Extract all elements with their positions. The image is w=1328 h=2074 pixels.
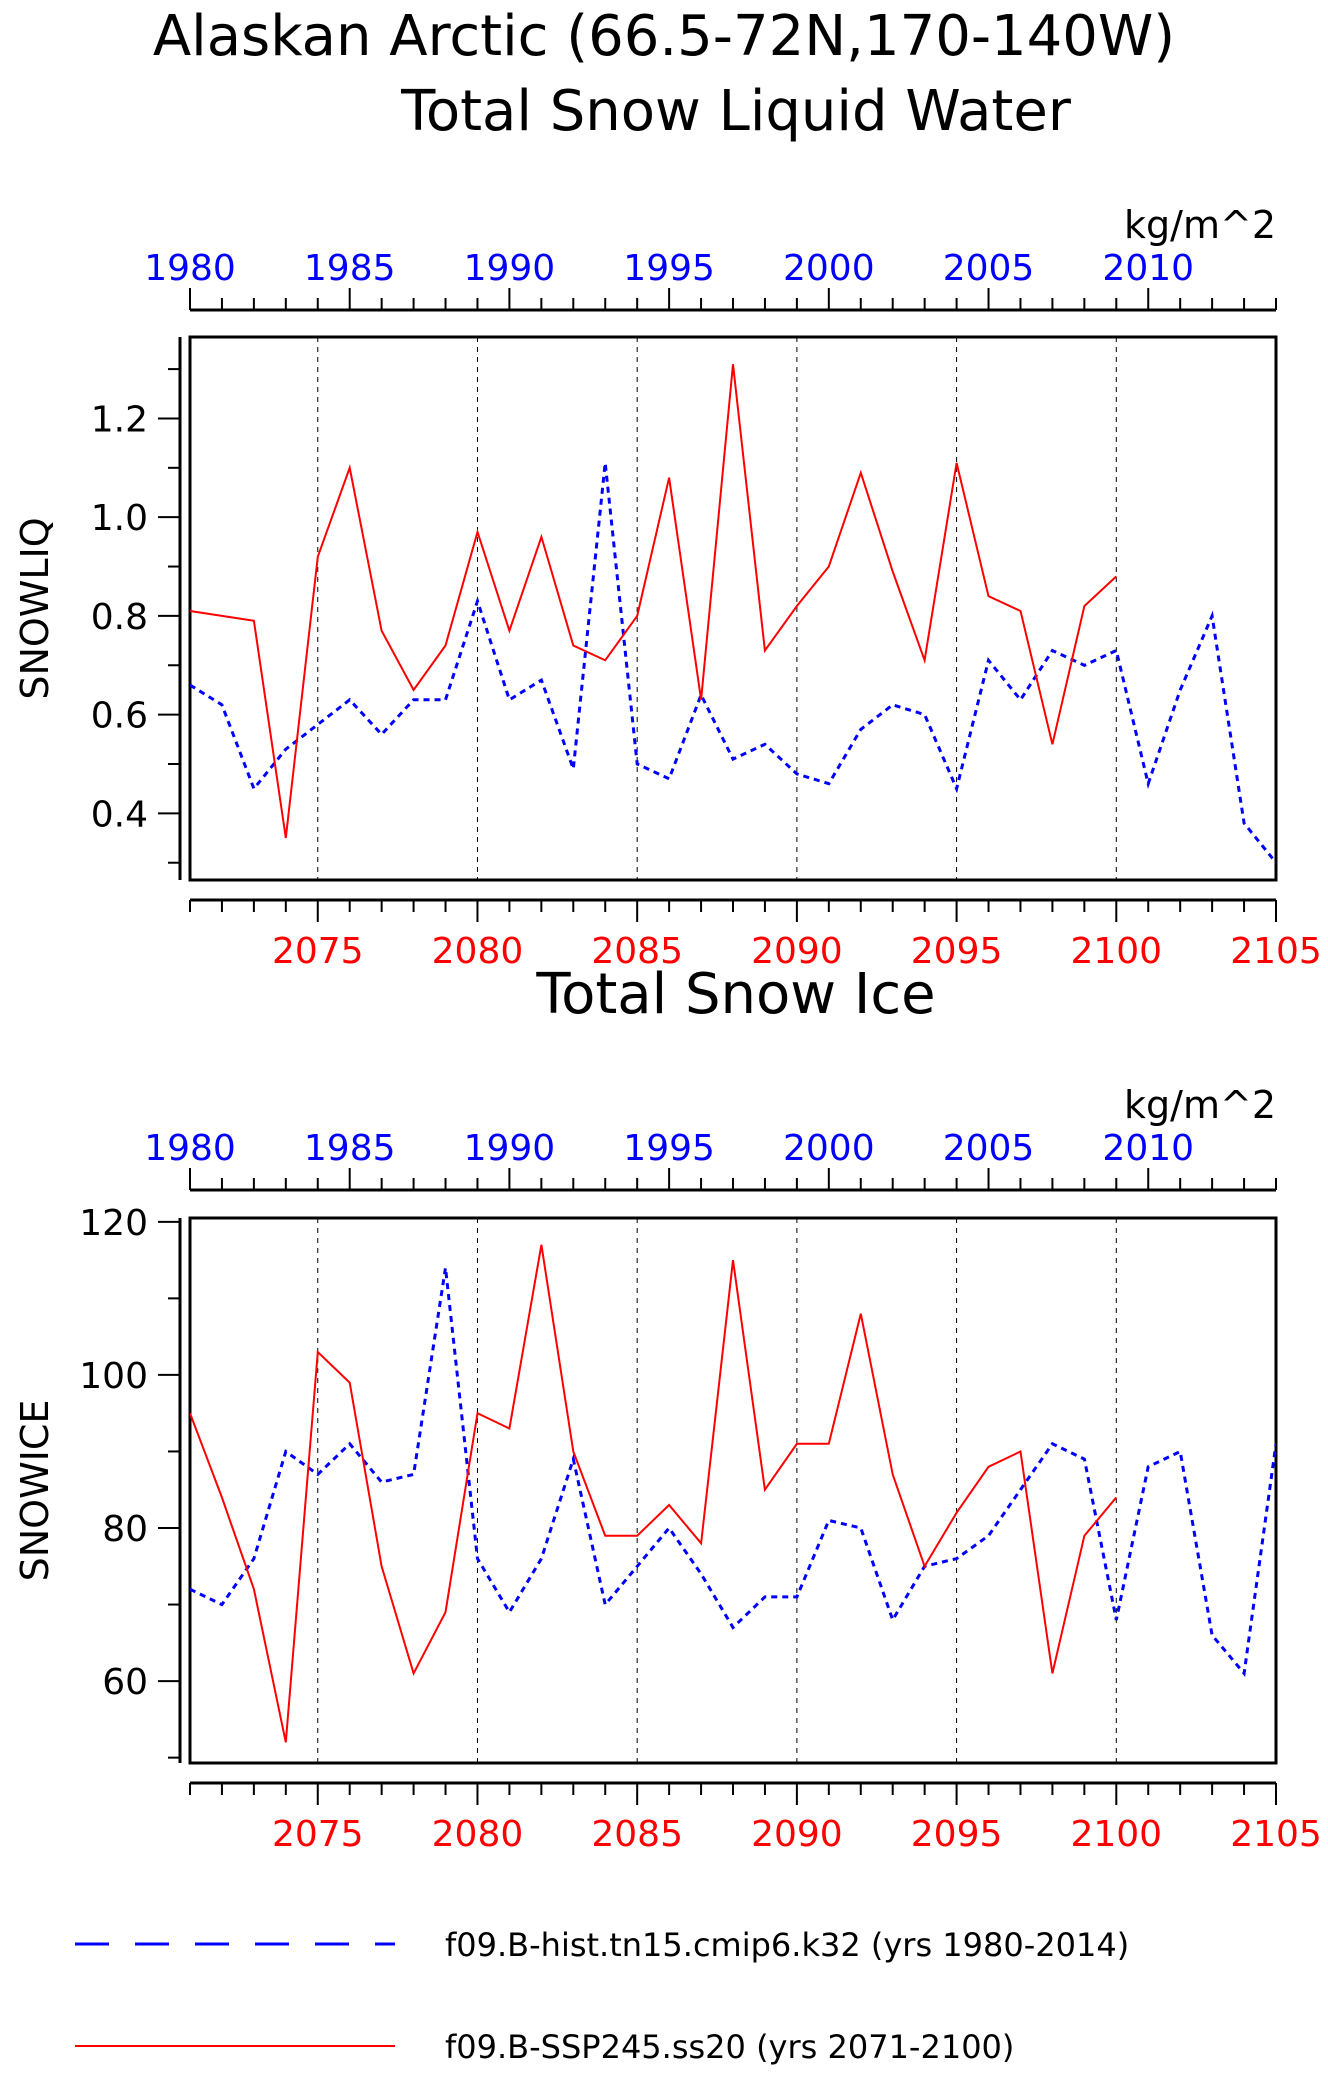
top-axis-tick-label: 2005 bbox=[943, 1128, 1035, 1169]
left-axis-tick-label: 120 bbox=[79, 1203, 148, 1244]
bottom-axis-tick-label: 2080 bbox=[432, 1814, 524, 1855]
top-axis-tick-label: 2000 bbox=[783, 1128, 875, 1169]
left-axis-tick-label: 0.8 bbox=[91, 597, 148, 638]
top-axis-tick-label: 1985 bbox=[304, 248, 396, 289]
bottom-axis-tick-label: 2085 bbox=[591, 931, 683, 972]
left-axis-tick-label: 1.2 bbox=[91, 399, 148, 440]
units-label: kg/m^2 bbox=[1124, 203, 1276, 247]
legend-ssp-label: f09.B-SSP245.ss20 (yrs 2071-2100) bbox=[445, 2028, 1014, 2066]
chart-title: Total Snow Ice bbox=[535, 962, 935, 1027]
series-line-ssp bbox=[190, 364, 1117, 839]
plot-frame bbox=[188, 335, 1278, 882]
left-axis-tick-label: 80 bbox=[102, 1509, 148, 1550]
legend-hist-label: f09.B-hist.tn15.cmip6.k32 (yrs 1980-2014… bbox=[445, 1926, 1129, 1964]
top-axis-tick-label: 2010 bbox=[1102, 1128, 1194, 1169]
snow-ice-chart: Total Snow Ice kg/m^2 1980 1985 1990 1995 2000… bbox=[13, 962, 1322, 1855]
figure-title: Alaskan Arctic (66.5-72N,170-140W) bbox=[153, 4, 1175, 69]
bottom-axis-tick-label: 2105 bbox=[1230, 931, 1322, 972]
top-axis-tick-label: 1985 bbox=[304, 1128, 396, 1169]
bottom-axis-tick-label: 2075 bbox=[272, 1814, 364, 1855]
top-axis-tick-label: 1995 bbox=[623, 1128, 715, 1169]
left-axis-tick-label: 0.4 bbox=[91, 794, 148, 835]
series-line-hist bbox=[190, 462, 1276, 864]
legend: f09.B-hist.tn15.cmip6.k32 (yrs 1980-2014… bbox=[75, 1926, 1129, 2066]
units-label: kg/m^2 bbox=[1124, 1083, 1276, 1127]
bottom-axis-tick-label: 2095 bbox=[911, 931, 1003, 972]
left-axis-tick-label: 0.6 bbox=[91, 696, 148, 737]
y-axis-title: SNOWLIQ bbox=[13, 517, 57, 699]
left-axis-tick-label: 1.0 bbox=[91, 498, 148, 539]
bottom-axis-tick-label: 2080 bbox=[432, 931, 524, 972]
bottom-axis-tick-label: 2100 bbox=[1070, 931, 1162, 972]
plot-frame bbox=[188, 1216, 1278, 1765]
y-axis-title: SNOWICE bbox=[13, 1400, 57, 1582]
bottom-axis-tick-label: 2085 bbox=[591, 1814, 683, 1855]
top-axis-tick-label: 2005 bbox=[943, 248, 1035, 289]
top-axis-tick-label: 1990 bbox=[464, 248, 556, 289]
top-axis-tick-label: 1980 bbox=[144, 1128, 236, 1169]
left-axis-tick-label: 60 bbox=[102, 1662, 148, 1703]
series-line-ssp bbox=[190, 1244, 1118, 1743]
top-axis-tick-label: 1990 bbox=[464, 1128, 556, 1169]
chart-title: Total Snow Liquid Water bbox=[400, 79, 1072, 144]
left-axis-tick-label: 100 bbox=[79, 1356, 148, 1397]
bottom-axis-tick-label: 2095 bbox=[911, 1814, 1003, 1855]
snow-liquid-water-chart: Total Snow Liquid Water kg/m^2 1980 1985 199… bbox=[13, 79, 1322, 972]
top-axis-tick-label: 1995 bbox=[623, 248, 715, 289]
top-axis-tick-label: 2000 bbox=[783, 248, 875, 289]
bottom-axis-tick-label: 2090 bbox=[751, 1814, 843, 1855]
series-line-hist bbox=[190, 1267, 1276, 1677]
bottom-axis-tick-label: 2075 bbox=[272, 931, 364, 972]
top-axis-tick-label: 2010 bbox=[1102, 248, 1194, 289]
top-axis-tick-label: 1980 bbox=[144, 248, 236, 289]
bottom-axis-tick-label: 2090 bbox=[751, 931, 843, 972]
bottom-axis-tick-label: 2105 bbox=[1230, 1814, 1322, 1855]
bottom-axis-tick-label: 2100 bbox=[1070, 1814, 1162, 1855]
